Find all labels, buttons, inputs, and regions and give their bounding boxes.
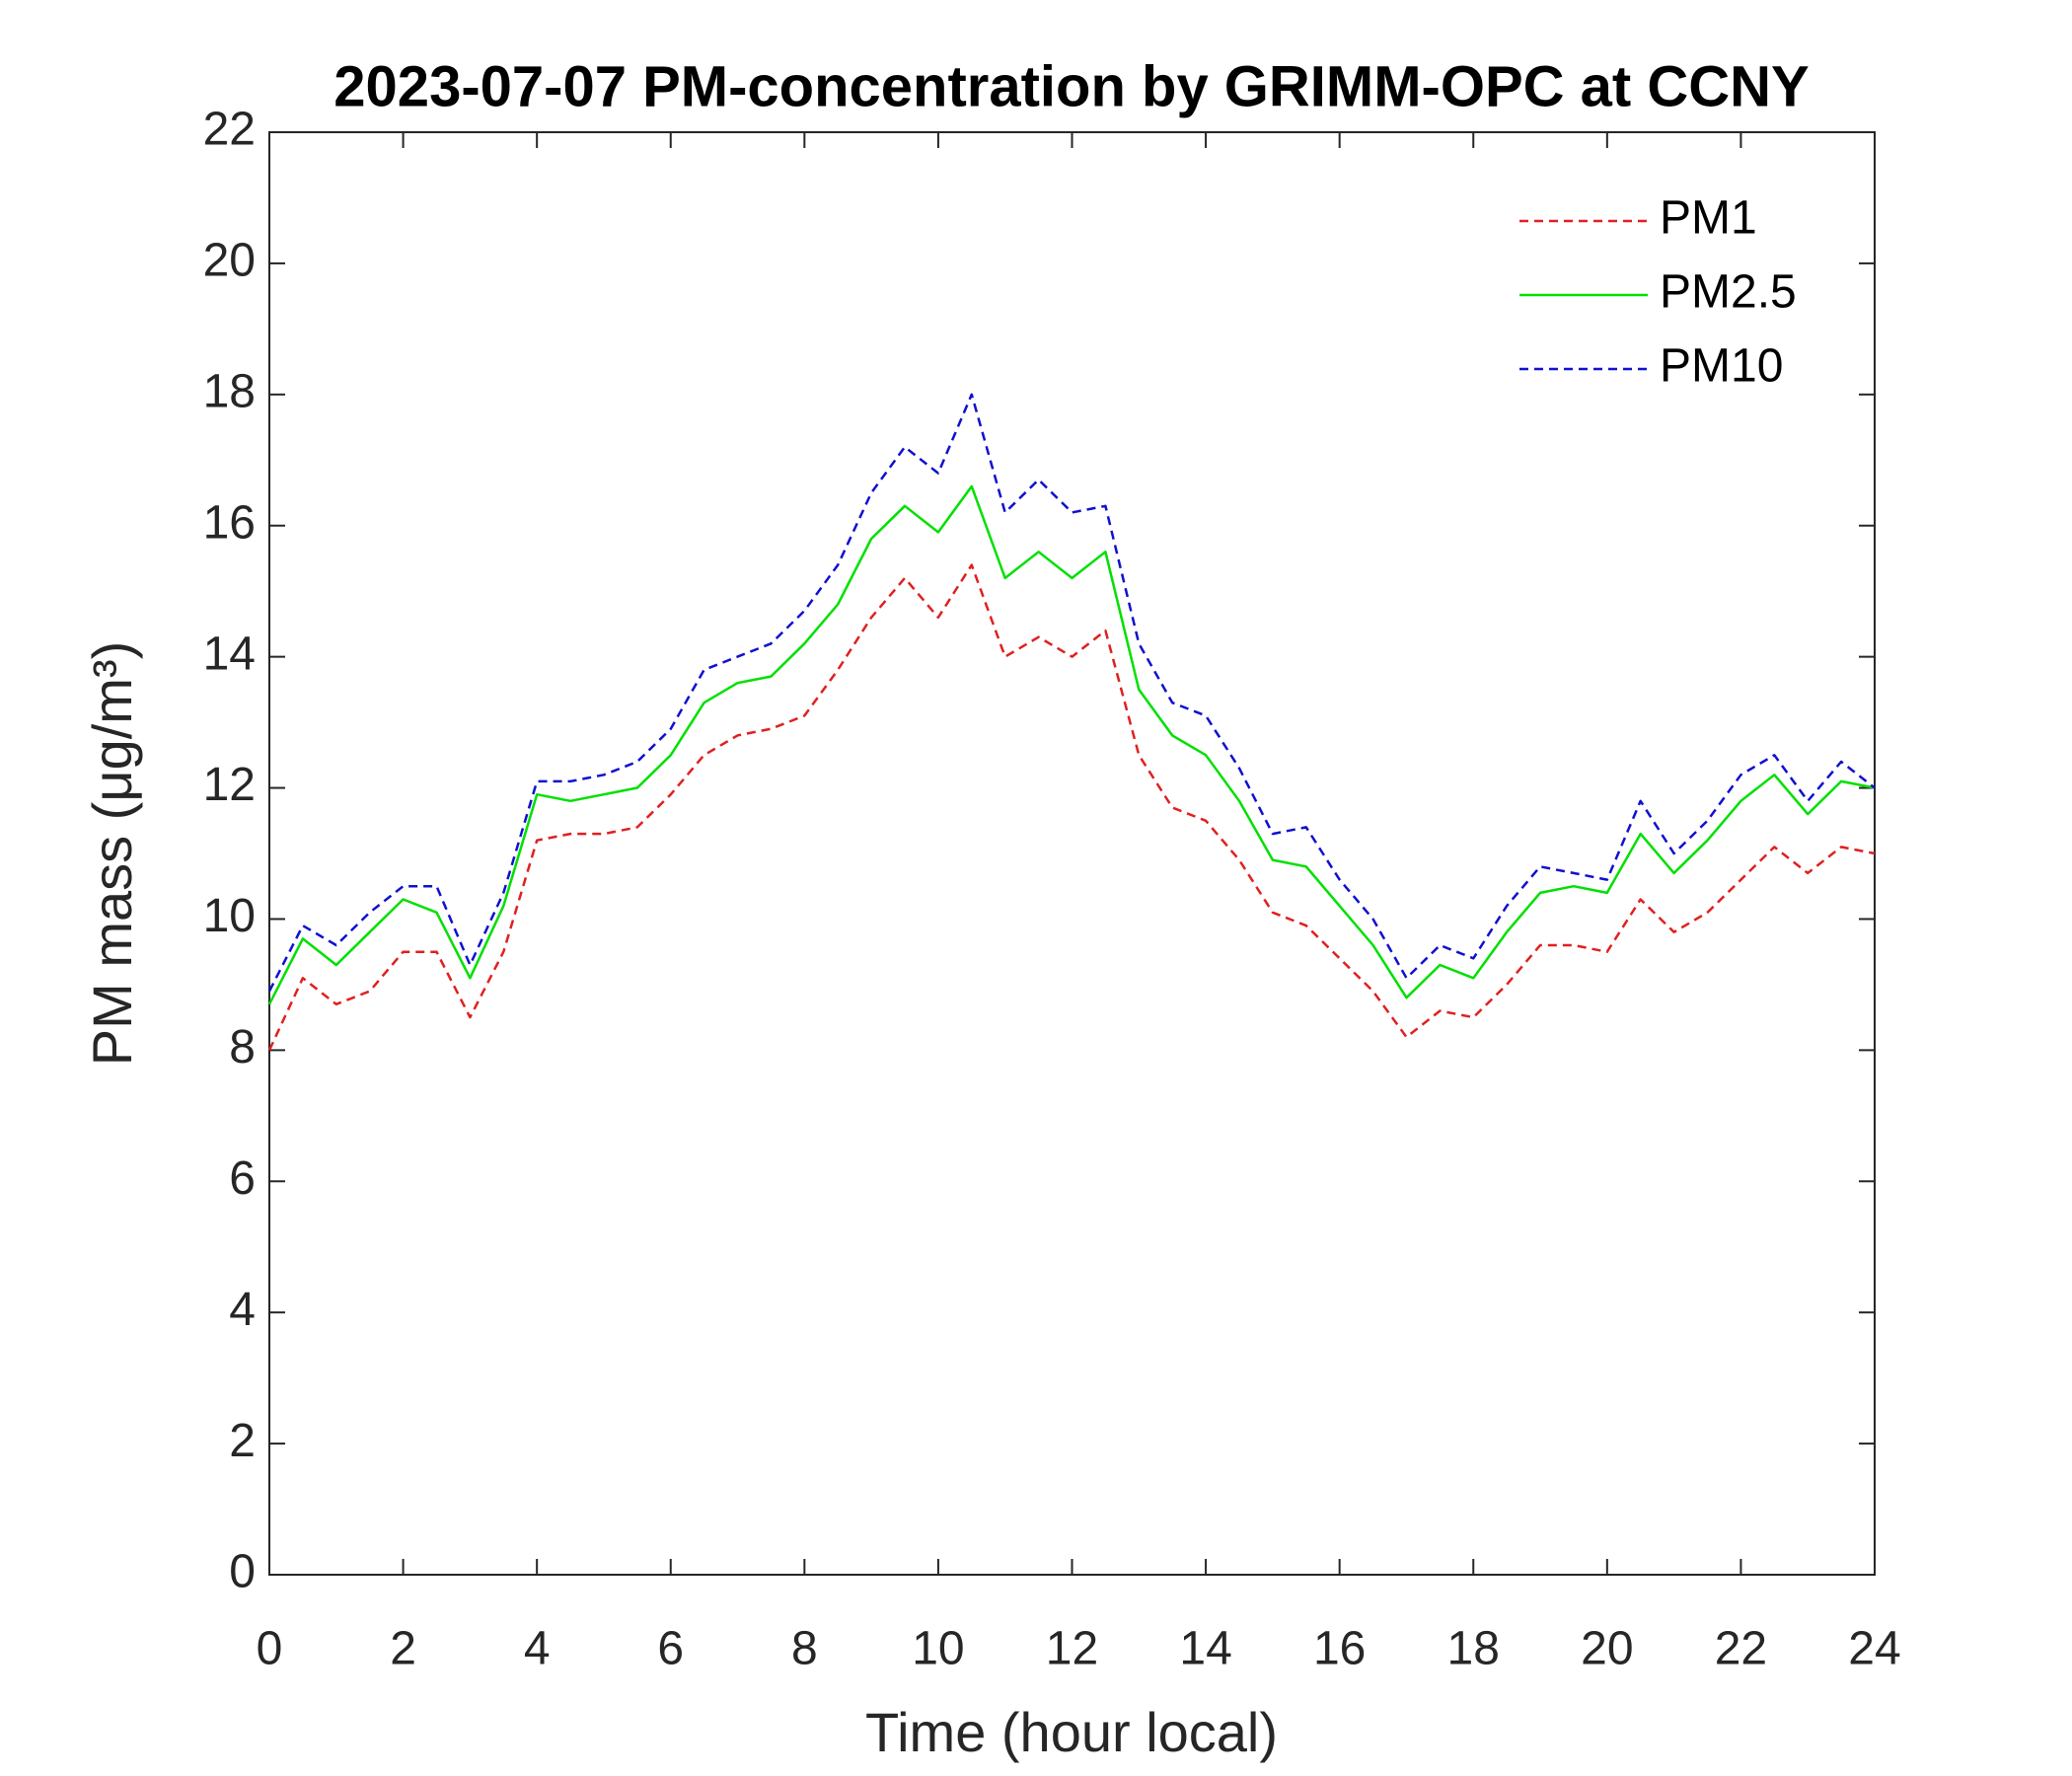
legend-label: PM2.5 [1660, 266, 1797, 319]
y-tick-label: 22 [203, 104, 256, 156]
y-tick-label: 10 [203, 890, 256, 942]
x-tick-label: 20 [1581, 1623, 1633, 1675]
y-tick-label: 2 [229, 1415, 256, 1467]
y-tick-label: 14 [203, 628, 256, 680]
x-axis-label: Time (hour local) [865, 1701, 1278, 1763]
x-tick-label: 2 [390, 1623, 416, 1675]
y-tick-label: 12 [203, 759, 256, 811]
legend-label: PM10 [1660, 340, 1783, 393]
y-axis-label: PM mass (μg/m³) [81, 641, 143, 1066]
x-tick-label: 12 [1046, 1623, 1098, 1675]
y-tick-label: 6 [229, 1152, 256, 1205]
series-line [267, 563, 1876, 1051]
series-line [267, 393, 1876, 993]
x-tick-label: 16 [1313, 1623, 1366, 1675]
x-tick-label: 22 [1715, 1623, 1767, 1675]
x-tick-label: 14 [1179, 1623, 1231, 1675]
series-line [267, 484, 1876, 1005]
y-tick-label: 16 [203, 496, 256, 549]
x-tick-label: 24 [1848, 1623, 1900, 1675]
x-tick-label: 4 [524, 1623, 551, 1675]
y-tick-label: 0 [229, 1546, 256, 1598]
y-tick-label: 18 [203, 365, 256, 417]
y-tick-label: 20 [203, 235, 256, 287]
y-tick-label: 8 [229, 1021, 256, 1073]
x-tick-label: 10 [912, 1623, 964, 1675]
x-tick-label: 18 [1447, 1623, 1500, 1675]
x-tick-label: 8 [791, 1623, 818, 1675]
chart-title: 2023-07-07 PM-concentration by GRIMM-OPC… [333, 54, 1809, 118]
y-tick-label: 4 [229, 1284, 256, 1336]
legend-label: PM1 [1660, 192, 1757, 245]
x-tick-label: 0 [257, 1623, 283, 1675]
x-tick-label: 6 [657, 1623, 684, 1675]
